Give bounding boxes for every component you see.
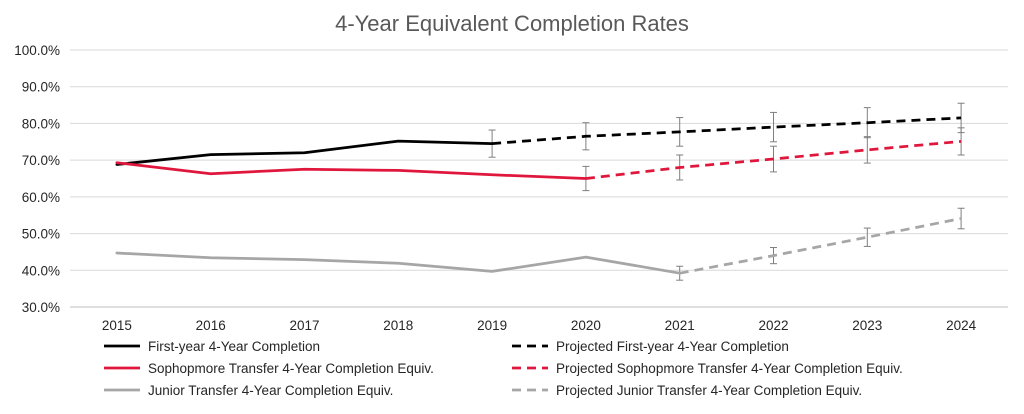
legend-label: Junior Transfer 4-Year Completion Equiv. xyxy=(148,383,393,398)
series-line xyxy=(679,217,962,275)
error-bar xyxy=(863,136,871,164)
x-tick-label: 2024 xyxy=(946,318,977,333)
legend-item: Projected First-year 4-Year Completion xyxy=(512,339,789,354)
series-line xyxy=(115,139,494,166)
legend-item: Junior Transfer 4-Year Completion Equiv. xyxy=(104,383,393,398)
x-tick-label: 2020 xyxy=(571,318,601,333)
series-line xyxy=(491,116,962,145)
y-tick-label: 80.0% xyxy=(22,116,60,131)
x-tick-label: 2015 xyxy=(102,318,132,333)
y-tick-label: 30.0% xyxy=(22,300,60,315)
y-tick-label: 90.0% xyxy=(22,80,60,95)
error-bar xyxy=(863,227,871,247)
x-tick-label: 2023 xyxy=(852,318,882,333)
legend-label: Sophopmore Transfer 4-Year Completion Eq… xyxy=(148,361,434,376)
series-line xyxy=(115,161,588,180)
x-tick-label: 2016 xyxy=(196,318,226,333)
error-bars xyxy=(488,102,965,281)
y-axis-ticks: 30.0% 40.0% 50.0% 60.0% 70.0% 80.0% 90.0% 100.0… xyxy=(14,43,60,315)
legend: First-year 4-Year Completion Projected Fi… xyxy=(104,339,903,398)
x-tick-label: 2017 xyxy=(289,318,319,333)
series-line xyxy=(115,251,682,275)
legend-item: First-year 4-Year Completion xyxy=(104,339,320,354)
y-tick-label: 50.0% xyxy=(22,227,60,242)
chart-title: 4-Year Equivalent Completion Rates xyxy=(335,11,689,36)
y-tick-label: 60.0% xyxy=(22,190,60,205)
y-tick-label: 100.0% xyxy=(14,43,60,58)
legend-label: Projected Sophopmore Transfer 4-Year Com… xyxy=(556,361,903,376)
series-line xyxy=(585,140,962,180)
legend-item: Projected Sophopmore Transfer 4-Year Com… xyxy=(512,361,903,376)
legend-item: Projected Junior Transfer 4-Year Complet… xyxy=(512,383,862,398)
legend-label: First-year 4-Year Completion xyxy=(148,339,320,354)
legend-label: Projected First-year 4-Year Completion xyxy=(556,339,789,354)
y-tick-label: 40.0% xyxy=(22,263,60,278)
x-tick-label: 2022 xyxy=(758,318,788,333)
gridlines xyxy=(70,49,1008,308)
x-axis-ticks: 2015 2016 2017 2018 2019 2020 2021 2022 2023 2024 xyxy=(102,318,977,333)
y-tick-label: 70.0% xyxy=(22,153,60,168)
error-bar xyxy=(770,111,777,143)
legend-item: Sophopmore Transfer 4-Year Completion Eq… xyxy=(104,361,434,376)
x-tick-label: 2019 xyxy=(477,318,507,333)
legend-label: Projected Junior Transfer 4-Year Complet… xyxy=(556,383,862,398)
x-tick-label: 2021 xyxy=(665,318,695,333)
x-tick-label: 2018 xyxy=(383,318,413,333)
series-lines xyxy=(115,116,962,275)
